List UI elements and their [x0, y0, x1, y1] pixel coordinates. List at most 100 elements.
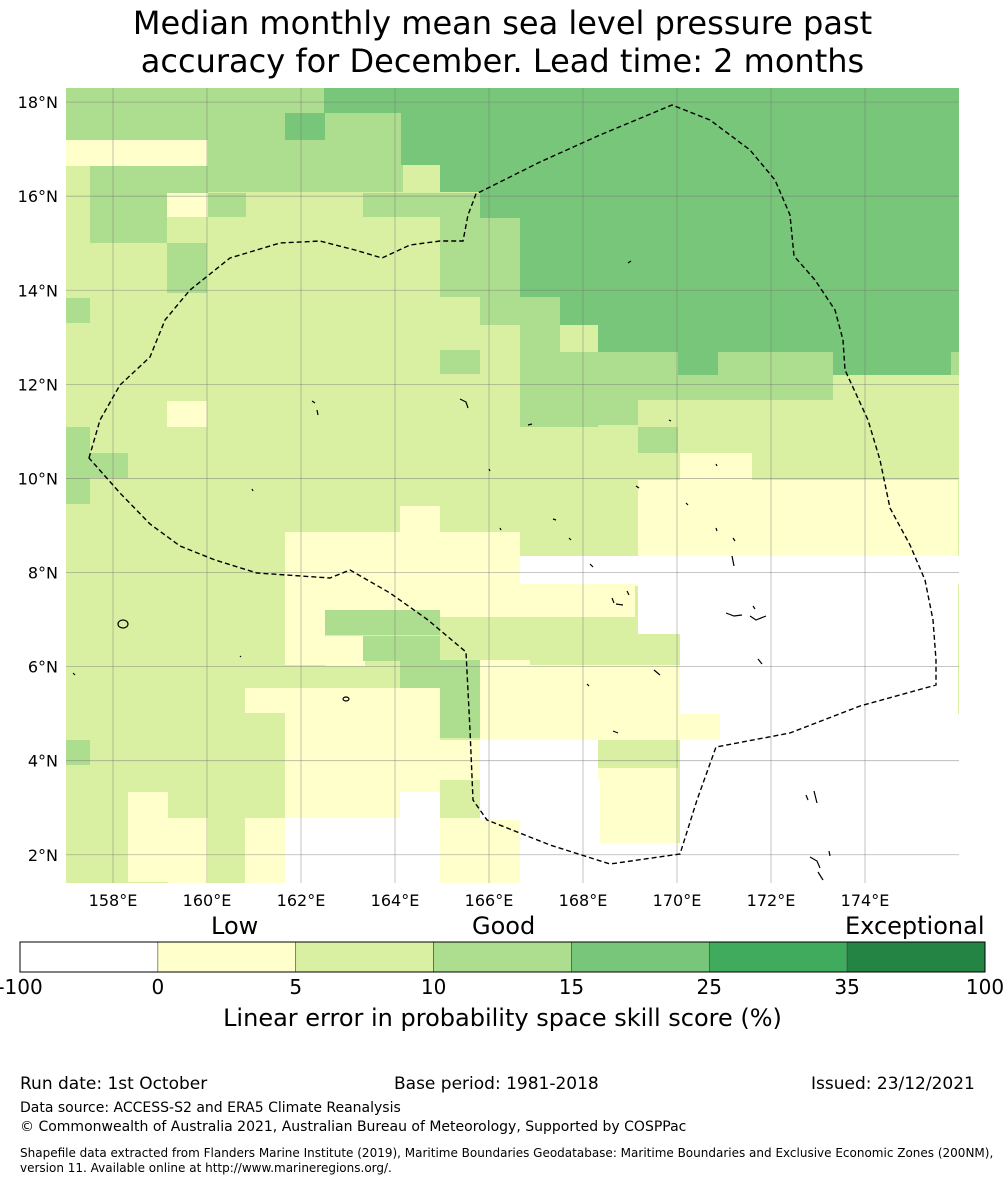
skill-cell [833, 350, 951, 375]
longitude-tick-label: 168°E [559, 891, 608, 910]
colorbar-swatch [157, 941, 297, 973]
skill-cell [440, 217, 520, 297]
skill-cell [324, 88, 959, 113]
skill-cell [720, 714, 960, 884]
latitude-tick-label: 18°N [18, 93, 58, 112]
latitude-tick-label: 8°N [28, 564, 58, 583]
latitude-tick-label: 16°N [18, 187, 58, 206]
chart-title: Median monthly mean sea level pressure p… [0, 4, 1005, 80]
latitude-tick-label: 6°N [28, 658, 58, 677]
colorbar-swatch [19, 941, 159, 973]
skill-cell [680, 453, 752, 483]
skill-cell [718, 350, 833, 400]
skill-cell [325, 610, 440, 635]
longitude-tick-labels: 158°E 160°E 162°E 164°E 166°E 168°E 170°E 172°E… [89, 891, 890, 910]
skill-cell [90, 166, 167, 243]
copyright: © Commonwealth of Australia 2021, Austra… [20, 1119, 687, 1135]
longitude-tick-label: 166°E [465, 891, 514, 910]
longitude-tick-label: 160°E [183, 891, 232, 910]
skill-cell [66, 140, 207, 166]
colorbar-tick-label: 100 [966, 975, 1004, 999]
colorbar-frame [19, 941, 986, 973]
skill-cell [680, 634, 958, 714]
skill-cell [480, 660, 530, 740]
skill-cell [325, 713, 440, 768]
longitude-tick-label: 172°E [747, 891, 796, 910]
colorbar-tick-label: 5 [289, 975, 302, 999]
latitude-tick-label: 12°N [18, 375, 58, 394]
data-source: Data source: ACCESS-S2 and ERA5 Climate … [20, 1100, 401, 1116]
skill-cell [950, 350, 959, 375]
longitude-tick-label: 164°E [371, 891, 420, 910]
base-period: Base period: 1981-2018 [394, 1074, 599, 1094]
latitude-tick-label: 2°N [28, 846, 58, 865]
skill-cell [400, 506, 440, 536]
skill-cell [480, 297, 560, 325]
skill-cell [598, 322, 959, 352]
skill-cell [167, 243, 207, 293]
island-outline [117, 619, 129, 629]
longitude-tick-label: 158°E [89, 891, 138, 910]
latitude-tick-label: 4°N [28, 752, 58, 771]
island-outline [342, 696, 350, 702]
skill-cell [66, 88, 324, 140]
colorbar-tick-label: -100 [0, 975, 43, 999]
title-line-1: Median monthly mean sea level pressure p… [132, 4, 873, 42]
title-line-2: accuracy for December. Lead time: 2 mont… [140, 42, 865, 80]
skill-cell [208, 193, 246, 217]
colorbar-swatch [433, 941, 572, 973]
skill-cell [167, 401, 207, 427]
skill-cell [245, 818, 285, 883]
colorbar-tick-label: 15 [559, 975, 584, 999]
skill-cell [401, 113, 959, 165]
latitude-tick-label: 10°N [18, 469, 58, 488]
skill-cell [520, 556, 960, 584]
skill-cell [285, 818, 440, 883]
colorbar-tick-labels: -100 0 5 10 15 25 35 100 [0, 975, 1004, 999]
eez-boundary-line [88, 104, 937, 865]
map-gridlines [66, 88, 959, 883]
skill-cell [363, 636, 440, 661]
colorbar-swatch [846, 941, 986, 973]
skill-cell [128, 792, 168, 882]
skill-cell [638, 427, 678, 453]
colorbar-swatch [708, 941, 848, 973]
latitude-tick-label: 14°N [18, 281, 58, 300]
colorbar-tick-label: 10 [421, 975, 446, 999]
skill-cell [285, 113, 325, 140]
colorbar-label-good: Good [472, 912, 536, 940]
skill-cell [638, 584, 958, 634]
island-outlines [72, 260, 831, 881]
skill-cell [285, 532, 520, 562]
colorbar-title: Linear error in probability space skill … [223, 1004, 782, 1032]
skill-cell [208, 140, 403, 192]
longitude-tick-label: 162°E [277, 891, 326, 910]
colorbar-swatches [19, 941, 986, 973]
skill-cell [440, 688, 480, 738]
skill-cell [285, 610, 325, 665]
skill-cell [158, 166, 208, 193]
skill-cell [325, 636, 365, 666]
latitude-tick-labels: 18°N 16°N 14°N 12°N 10°N 8°N 6°N 4°N 2°N [18, 93, 58, 865]
colorbar-label-low: Low [211, 912, 259, 940]
skill-cell [440, 818, 520, 883]
skill-cell [520, 322, 560, 352]
colorbar: -100 0 5 10 15 25 35 100 [0, 941, 1004, 999]
skill-cell [66, 427, 90, 504]
skill-cell [520, 780, 600, 883]
skill-cell [638, 480, 958, 558]
longitude-tick-label: 174°E [841, 891, 890, 910]
colorbar-tick-label: 25 [697, 975, 722, 999]
colorbar-swatch [571, 941, 710, 973]
colorbar-label-exceptional: Exceptional [845, 912, 985, 940]
skill-score-map: 158°E 160°E 162°E 164°E 166°E 168°E 170°E 172°E… [18, 88, 960, 910]
skill-cell [66, 740, 90, 765]
skill-cell [363, 193, 481, 217]
run-date: Run date: 1st October [20, 1074, 208, 1094]
colorbar-swatch [295, 941, 434, 973]
skill-cell [440, 350, 480, 374]
skill-cell [400, 792, 440, 822]
skill-cell [520, 352, 598, 427]
skill-cell [245, 688, 285, 713]
issued-date: Issued: 23/12/2021 [811, 1074, 975, 1094]
